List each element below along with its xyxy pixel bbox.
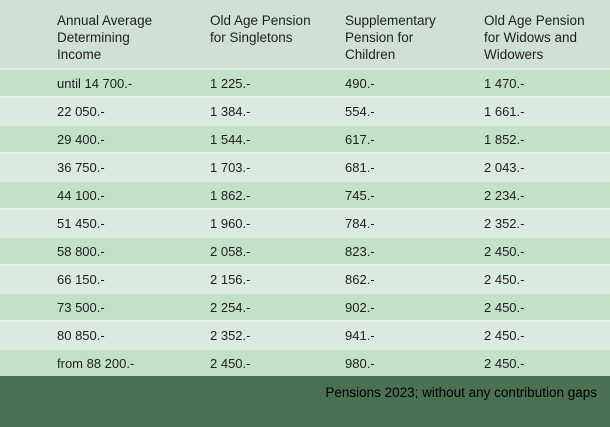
cell-widows: 2 450.-: [484, 271, 525, 287]
cell-widows: 1 852.-: [484, 131, 525, 147]
table-row: 73 500.- 2 254.- 902.- 2 450.-: [0, 292, 610, 320]
cell-children: 941.-: [345, 327, 375, 343]
cell-widows: 2 450.-: [484, 243, 525, 259]
cell-children: 490.-: [345, 75, 375, 91]
column-header-income: Annual Average Determining Income: [0, 12, 210, 68]
table-row: until 14 700.- 1 225.- 490.- 1 470.-: [0, 68, 610, 96]
cell-income: 36 750.-: [57, 159, 105, 175]
cell-children: 554.-: [345, 103, 375, 119]
cell-children: 617.-: [345, 131, 375, 147]
cell-children: 823.-: [345, 243, 375, 259]
cell-singletons: 2 254.-: [210, 299, 251, 315]
cell-singletons: 1 862.-: [210, 187, 251, 203]
cell-widows: 2 450.-: [484, 299, 525, 315]
cell-children: 902.-: [345, 299, 375, 315]
cell-singletons: 2 156.-: [210, 271, 251, 287]
column-header-singletons: Old Age Pension for Singletons: [210, 12, 345, 68]
table-row: 80 850.- 2 352.- 941.- 2 450.-: [0, 320, 610, 348]
table-row: 51 450.- 1 960.- 784.- 2 352.-: [0, 208, 610, 236]
cell-income: 58 800.-: [57, 243, 105, 259]
cell-children: 681.-: [345, 159, 375, 175]
table-row: 36 750.- 1 703.- 681.- 2 043.-: [0, 152, 610, 180]
table-row: 66 150.- 2 156.- 862.- 2 450.-: [0, 264, 610, 292]
cell-income: 73 500.-: [57, 299, 105, 315]
cell-income: 22 050.-: [57, 103, 105, 119]
cell-widows: 2 352.-: [484, 215, 525, 231]
cell-widows: 1 470.-: [484, 75, 525, 91]
cell-singletons: 2 352.-: [210, 327, 251, 343]
column-header-widows-label: Old Age Pension for Widows and Widowers: [484, 13, 585, 62]
cell-children: 862.-: [345, 271, 375, 287]
cell-income: 29 400.-: [57, 131, 105, 147]
cell-widows: 1 661.-: [484, 103, 525, 119]
column-header-children: Supplementary Pension for Children: [345, 12, 484, 68]
cell-widows: 2 450.-: [484, 355, 525, 371]
cell-singletons: 1 384.-: [210, 103, 251, 119]
cell-income: 44 100.-: [57, 187, 105, 203]
cell-singletons: 1 960.-: [210, 215, 251, 231]
table-row: from 88 200.- 2 450.- 980.- 2 450.-: [0, 348, 610, 376]
cell-children: 980.-: [345, 355, 375, 371]
column-header-widows: Old Age Pension for Widows and Widowers: [484, 12, 610, 68]
cell-income: 51 450.-: [57, 215, 105, 231]
table-footer: Pensions 2023; without any contribution …: [0, 376, 610, 427]
cell-income: 80 850.-: [57, 327, 105, 343]
table-caption: Pensions 2023; without any contribution …: [325, 385, 597, 400]
cell-widows: 2 450.-: [484, 327, 525, 343]
cell-singletons: 1 544.-: [210, 131, 251, 147]
column-header-children-label: Supplementary Pension for Children: [345, 13, 436, 62]
cell-widows: 2 043.-: [484, 159, 525, 175]
cell-widows: 2 234.-: [484, 187, 525, 203]
cell-income: 66 150.-: [57, 271, 105, 287]
column-header-income-label: Annual Average Determining Income: [57, 13, 153, 62]
table-row: 29 400.- 1 544.- 617.- 1 852.-: [0, 124, 610, 152]
column-header-singletons-label: Old Age Pension for Singletons: [210, 13, 311, 45]
cell-singletons: 1 703.-: [210, 159, 251, 175]
cell-children: 745.-: [345, 187, 375, 203]
table-row: 44 100.- 1 862.- 745.- 2 234.-: [0, 180, 610, 208]
cell-singletons: 2 058.-: [210, 243, 251, 259]
cell-singletons: 2 450.-: [210, 355, 251, 371]
table-header-row: Annual Average Determining Income Old Ag…: [0, 0, 610, 68]
cell-children: 784.-: [345, 215, 375, 231]
cell-singletons: 1 225.-: [210, 75, 251, 91]
table-row: 58 800.- 2 058.- 823.- 2 450.-: [0, 236, 610, 264]
cell-income: until 14 700.-: [57, 75, 133, 91]
table-row: 22 050.- 1 384.- 554.- 1 661.-: [0, 96, 610, 124]
cell-income: from 88 200.-: [57, 355, 135, 371]
table-body: until 14 700.- 1 225.- 490.- 1 470.- 22 050.…: [0, 68, 610, 376]
